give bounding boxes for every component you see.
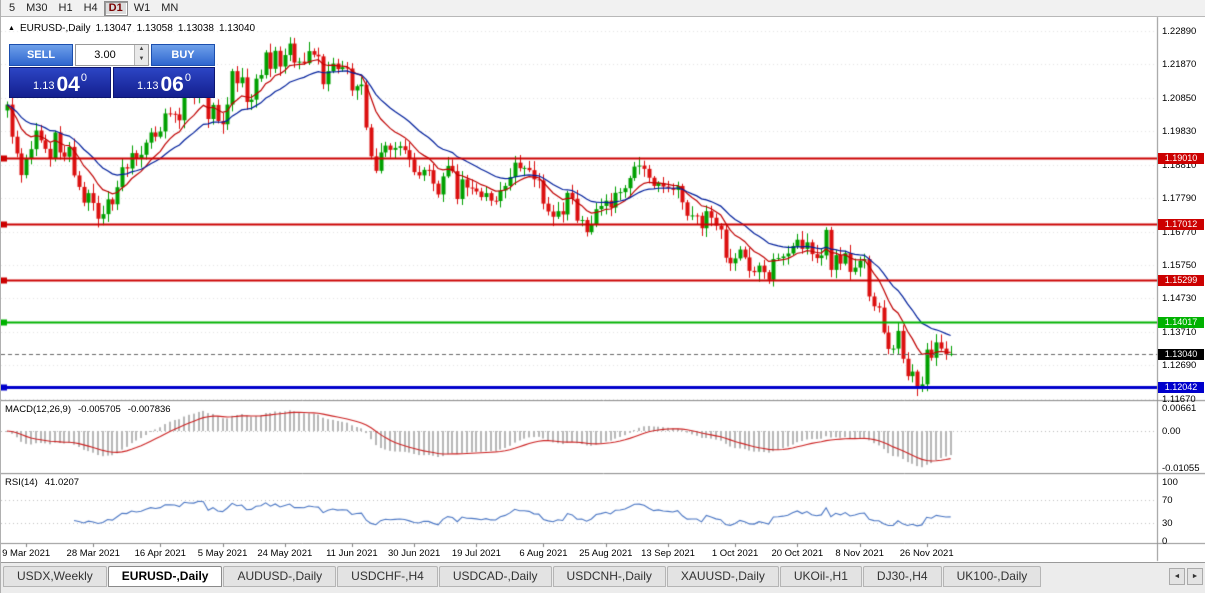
timeframe-button-m30[interactable]: M30 (21, 1, 52, 16)
chart-tab-uk100-daily[interactable]: UK100-,Daily (942, 566, 1042, 587)
timeframe-button-d1[interactable]: D1 (103, 0, 128, 16)
buy-price-pips: 06 (160, 73, 184, 97)
timeframe-button-mn[interactable]: MN (156, 1, 183, 16)
timeframe-button-group: 5 M30 H1 H4 D1 W1 MN (4, 0, 184, 16)
macd-title: MACD(12,26,9) (5, 404, 71, 415)
sell-button[interactable]: SELL (9, 44, 73, 66)
buy-price-pipette: 0 (184, 72, 191, 84)
chart-tab-eurusd-daily[interactable]: EURUSD-,Daily (107, 566, 223, 587)
sell-price-display[interactable]: 1.13 04 0 (9, 67, 111, 98)
chart-tab-bar: USDX,Weekly EURUSD-,Daily AUDUSD-,Daily USD… (1, 562, 1205, 593)
volume-down-icon[interactable]: ▼ (135, 55, 148, 65)
chart-tab-usdx-weekly[interactable]: USDX,Weekly (3, 566, 107, 587)
tab-scroll-right-icon[interactable]: ► (1187, 568, 1203, 585)
ohlc-open: 1.13047 (95, 23, 132, 34)
chart-tab-usdcnh-daily[interactable]: USDCNH-,Daily (552, 566, 666, 587)
macd-indicator-label: MACD(12,26,9) -0.005705 -0.007836 (5, 404, 178, 415)
timeframe-toolbar: 5 M30 H1 H4 D1 W1 MN (1, 0, 1205, 17)
timeframe-button-5[interactable]: 5 (4, 1, 20, 16)
volume-up-icon[interactable]: ▲ (135, 45, 148, 55)
sell-price-bigfigure: 1.13 (33, 80, 55, 92)
sell-price-pips: 04 (56, 73, 80, 97)
chart-ohlc-header: ▲ EURUSD-,Daily 1.13047 1.13058 1.13038 1.130… (8, 23, 260, 34)
timeframe-button-h1[interactable]: H1 (54, 1, 78, 16)
one-click-toggle-icon[interactable]: ▲ (8, 25, 15, 32)
tab-scroll-buttons: ◄ ► (1167, 568, 1203, 585)
chart-tab-xauusd-daily[interactable]: XAUUSD-,Daily (666, 566, 779, 587)
macd-value: -0.005705 (78, 404, 121, 415)
volume-input[interactable] (76, 45, 134, 65)
buy-price-bigfigure: 1.13 (137, 80, 159, 92)
chart-tab-usdchf-h4[interactable]: USDCHF-,H4 (337, 566, 438, 587)
sell-price-pipette: 0 (80, 72, 87, 84)
volume-field: ▲ ▼ (75, 44, 149, 66)
chart-tab-list: USDX,Weekly EURUSD-,Daily AUDUSD-,Daily USD… (3, 566, 1042, 587)
ohlc-low: 1.13038 (177, 23, 214, 34)
chart-tab-usdcad-daily[interactable]: USDCAD-,Daily (438, 566, 552, 587)
timeframe-button-h4[interactable]: H4 (79, 1, 103, 16)
chart-tab-dj30-h4[interactable]: DJ30-,H4 (862, 566, 942, 587)
macd-signal-value: -0.007836 (127, 404, 171, 415)
volume-spinner: ▲ ▼ (134, 45, 148, 65)
chart-tab-audusd-daily[interactable]: AUDUSD-,Daily (223, 566, 337, 587)
ohlc-close: 1.13040 (218, 23, 256, 34)
rsi-value: 41.0207 (44, 477, 80, 488)
buy-price-display[interactable]: 1.13 06 0 (113, 67, 215, 98)
chart-symbol-label: EURUSD-,Daily (19, 23, 91, 34)
rsi-title: RSI(14) (5, 477, 38, 488)
buy-button[interactable]: BUY (151, 44, 215, 66)
ohlc-high: 1.13058 (136, 23, 173, 34)
chart-tab-ukoil-h1[interactable]: UKOil-,H1 (779, 566, 862, 587)
tab-scroll-left-icon[interactable]: ◄ (1169, 568, 1185, 585)
rsi-indicator-label: RSI(14) 41.0207 (5, 477, 86, 488)
timeframe-button-w1[interactable]: W1 (129, 1, 156, 16)
